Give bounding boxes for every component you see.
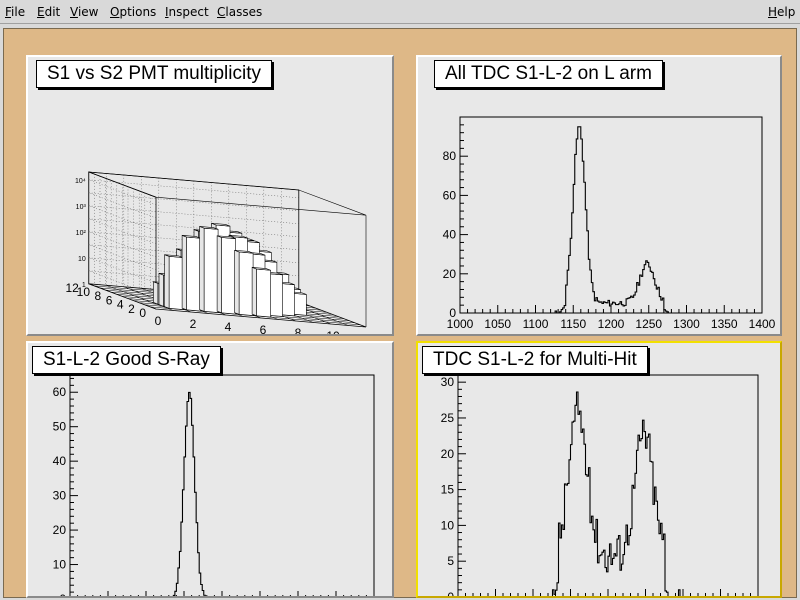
x-tick-label: 1150 <box>560 317 586 331</box>
x-tick-label: 10 <box>326 329 340 334</box>
y-tick-label: 12 <box>65 281 79 295</box>
pad-title: All TDC S1-L-2 on L arm <box>434 60 663 88</box>
pad-tdc-all[interactable]: 1000 1050 1100 1150 1200 1250 1300 1350 1400 0 20 4… <box>416 55 782 336</box>
y-tick-label: 0 <box>447 590 454 596</box>
y-tick-label: 0 <box>449 306 456 320</box>
z-tick-label: 10² <box>76 230 87 237</box>
histogram-tdc-all: 1000 1050 1100 1150 1200 1250 1300 1350 1400 0 20 4… <box>443 116 776 331</box>
x-tick-label: 1000 <box>447 317 474 331</box>
lego-bars <box>153 222 307 318</box>
pad-title: S1-L-2 Good S-Ray <box>32 346 221 374</box>
lego-bar <box>199 226 219 313</box>
x-tick-label: 8 <box>295 326 302 334</box>
lego-bar <box>181 234 201 312</box>
y-tick-label: 40 <box>53 454 67 468</box>
x-tick-label: 12 <box>361 332 375 334</box>
pad-multi-hit[interactable]: 1000105011001150120012501300135014000510… <box>416 341 782 598</box>
pad-title: TDC S1-L-2 for Multi-Hit <box>422 346 648 374</box>
pad-title: S1 vs S2 PMT multiplicity <box>36 60 272 88</box>
y-tick-label: 10 <box>77 285 91 299</box>
y-tick-label: 20 <box>53 523 67 537</box>
histogram-line <box>551 391 681 596</box>
histogram-multi-hit: 1000105011001150120012501300135014000510… <box>441 374 759 596</box>
y-tick-label: 60 <box>443 188 457 202</box>
y-tick-label: 10 <box>441 518 455 532</box>
menu-inspect[interactable]: Inspect <box>165 5 209 19</box>
lego-plot: 02468101202468101211010²10³10⁴ <box>65 171 375 334</box>
lego-bar <box>234 249 254 316</box>
y-tick-label: 0 <box>139 306 146 320</box>
histogram-line <box>460 126 762 314</box>
y-tick-label: 80 <box>443 149 457 163</box>
root-canvas[interactable]: 02468101202468101211010²10³10⁴ S1 vs S2 … <box>3 28 797 598</box>
y-tick-label: 10 <box>53 558 67 572</box>
menu-bar: File Edit View Options Inspect Classes H… <box>0 0 800 24</box>
y-tick-label: 40 <box>443 228 457 242</box>
x-tick-label: 1400 <box>749 317 776 331</box>
x-tick-label: 1350 <box>711 317 738 331</box>
x-tick-label: 1200 <box>598 317 625 331</box>
histogram-good-sray: 1000105011001150120012501300135014000102… <box>53 374 375 596</box>
x-tick-label: 2 <box>190 317 197 331</box>
menu-file[interactable]: File <box>5 5 26 19</box>
menu-classes[interactable]: Classes <box>217 5 263 19</box>
z-tick-label: 1 <box>82 282 86 289</box>
y-tick-label: 50 <box>53 420 67 434</box>
y-tick-label: 0 <box>59 592 66 596</box>
x-tick-label: 4 <box>225 320 232 334</box>
plot-frame <box>69 374 375 596</box>
x-tick-label: 1100 <box>523 317 549 331</box>
y-tick-label: 30 <box>441 375 455 389</box>
x-tick-label: 6 <box>260 323 267 334</box>
y-tick-label: 20 <box>441 447 455 461</box>
x-tick-label: 1300 <box>673 317 700 331</box>
y-tick-label: 8 <box>95 289 102 303</box>
y-tick-label: 60 <box>53 385 67 399</box>
y-tick-label: 30 <box>53 489 67 503</box>
y-tick-label: 2 <box>128 302 135 316</box>
plot-frame <box>459 116 763 314</box>
pad-good-sray[interactable]: 1000105011001150120012501300135014000102… <box>26 341 394 598</box>
y-tick-label: 20 <box>443 267 457 281</box>
y-tick-label: 15 <box>441 483 455 497</box>
menu-edit[interactable]: Edit <box>37 5 61 19</box>
menu-view[interactable]: View <box>70 5 99 19</box>
z-tick-label: 10⁴ <box>75 178 86 185</box>
lego-bar <box>216 235 236 315</box>
y-tick-label: 5 <box>447 554 454 568</box>
z-tick-label: 10 <box>78 256 86 263</box>
menu-help[interactable]: Help <box>768 5 796 19</box>
x-tick-label: 1050 <box>484 317 511 331</box>
y-tick-label: 25 <box>441 411 455 425</box>
menu-options[interactable]: Options <box>110 5 157 19</box>
y-tick-label: 6 <box>106 293 113 307</box>
lego-bar <box>251 266 271 318</box>
x-tick-label: 0 <box>155 314 162 328</box>
pad-pmt-multiplicity[interactable]: 02468101202468101211010²10³10⁴ S1 vs S2 … <box>26 55 394 336</box>
x-tick-label: 1250 <box>635 317 662 331</box>
y-tick-label: 4 <box>117 298 124 312</box>
lego-bar <box>164 254 184 310</box>
z-tick-label: 10³ <box>76 204 87 211</box>
